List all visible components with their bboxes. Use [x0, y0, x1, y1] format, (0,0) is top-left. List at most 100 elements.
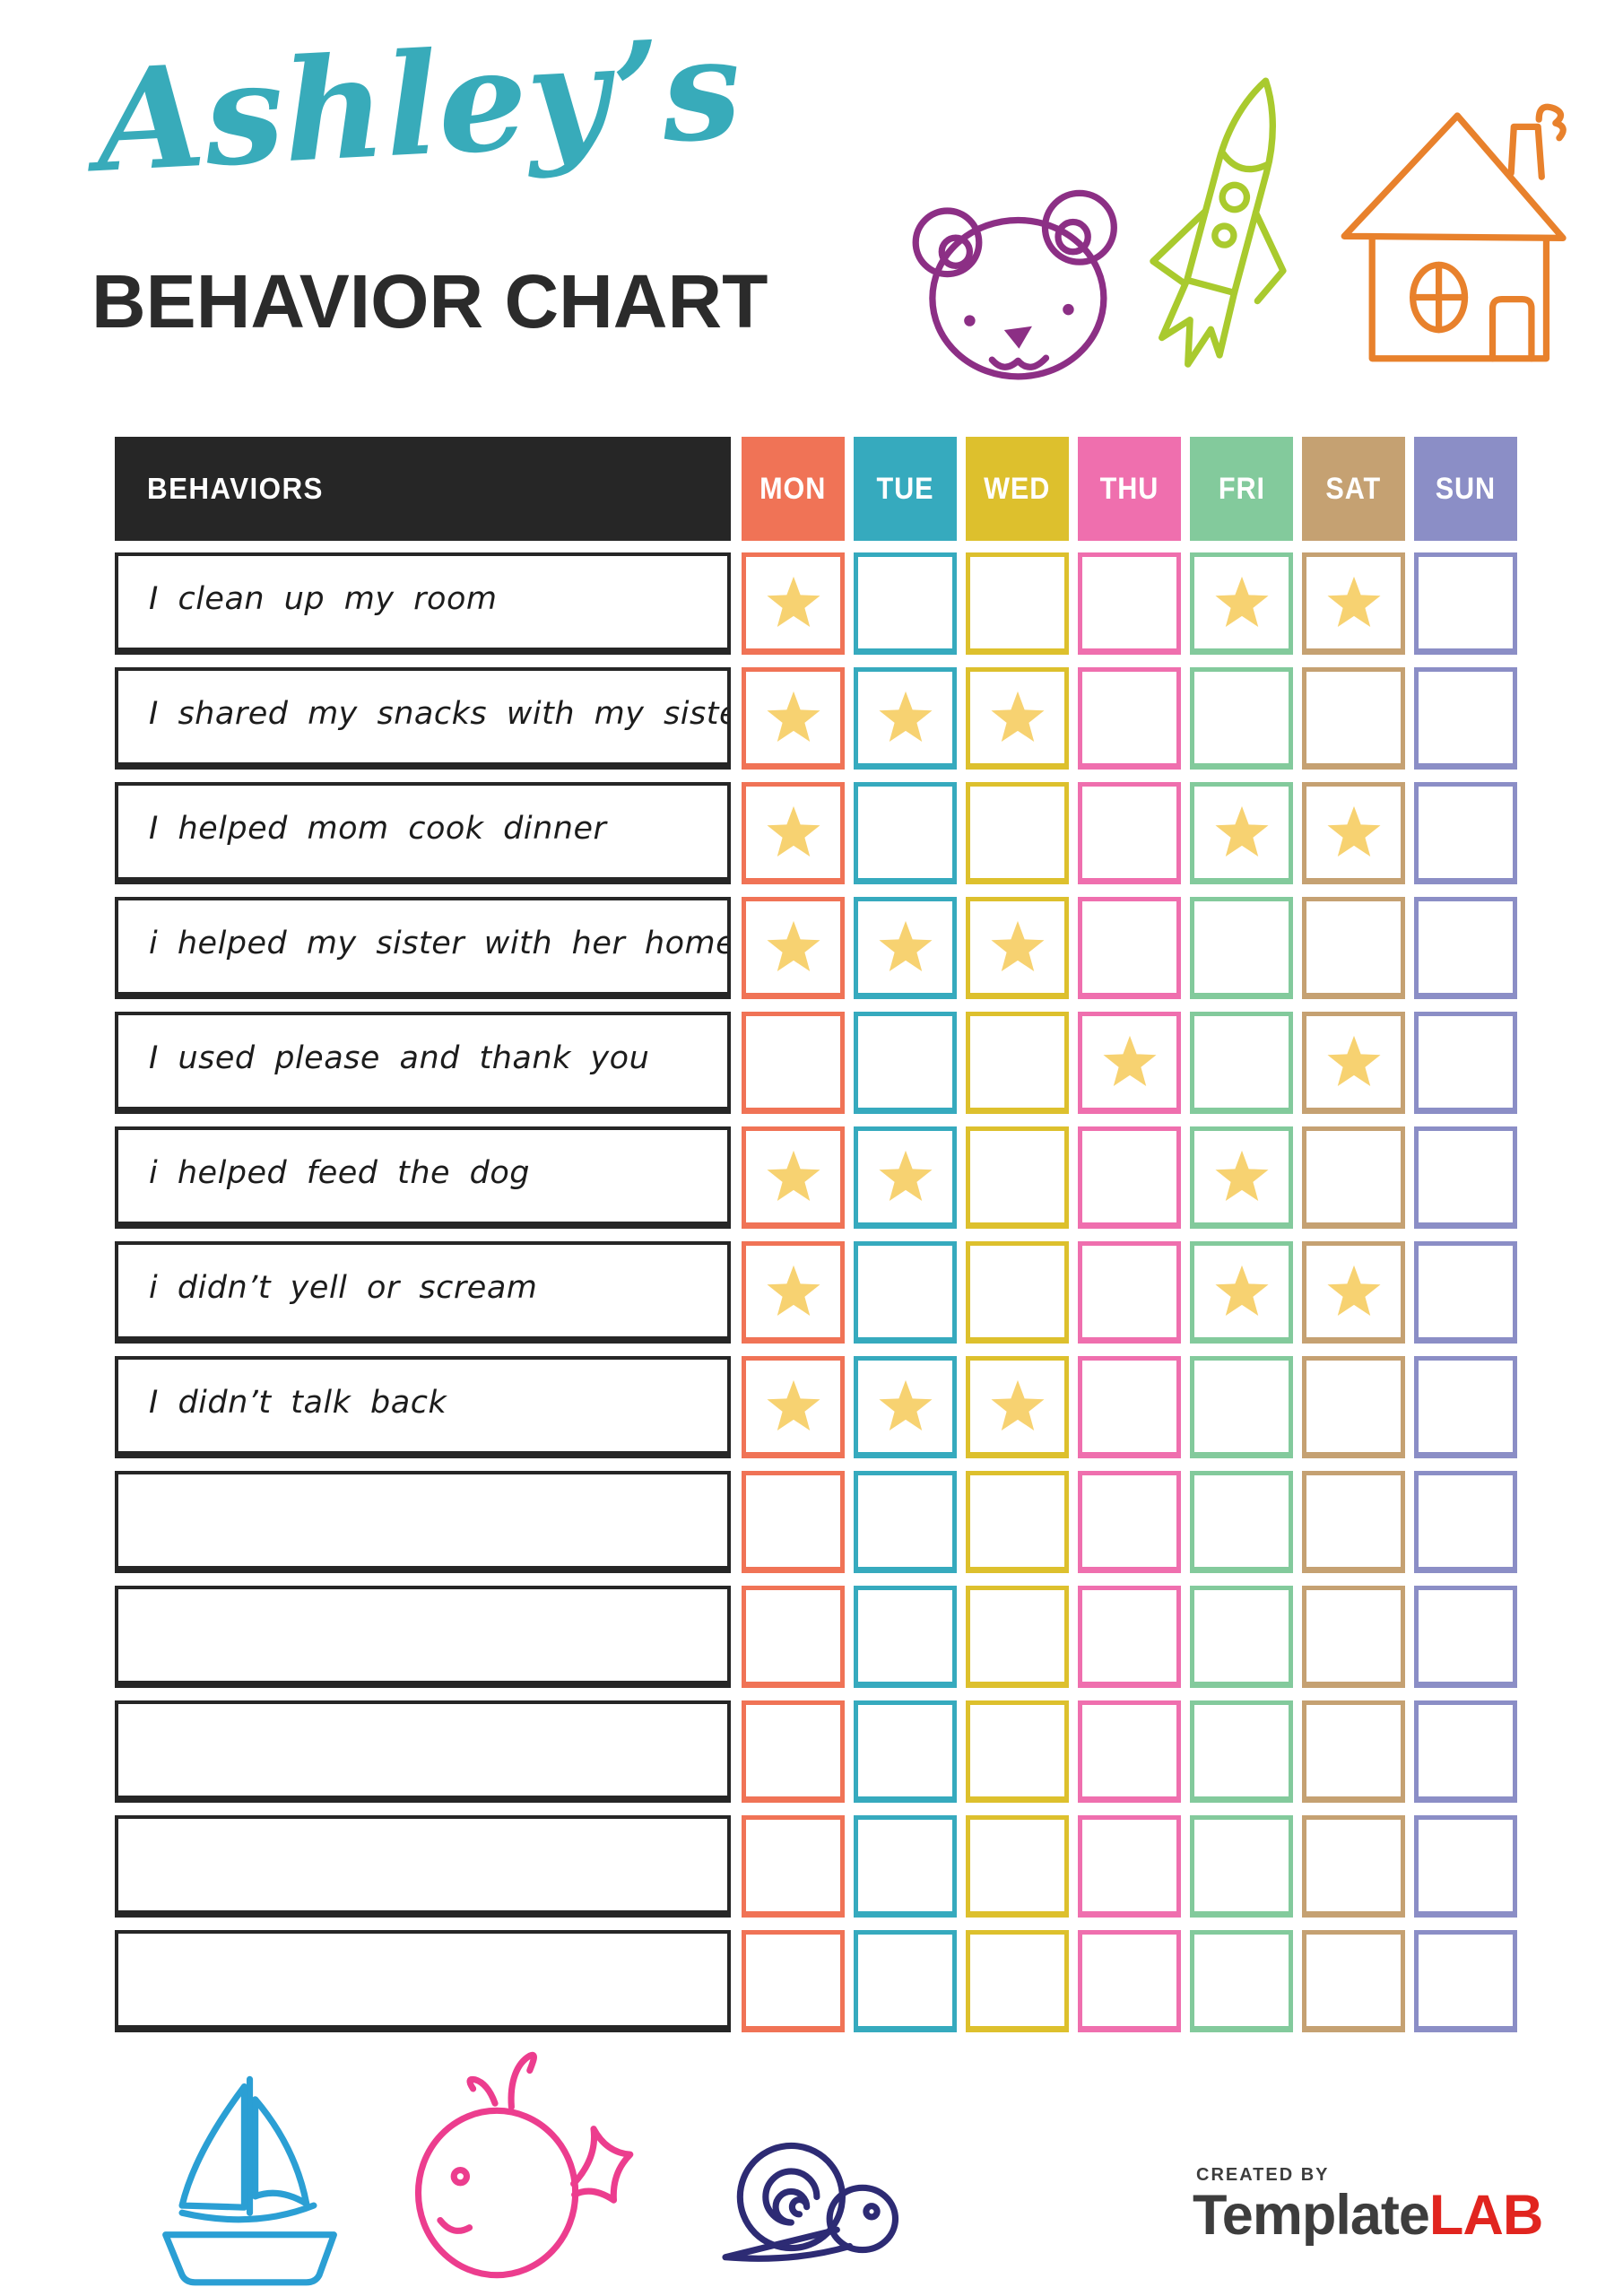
day-cell-sat[interactable] [1302, 1815, 1405, 1918]
day-cell-sat[interactable] [1302, 667, 1405, 770]
day-cell-mon[interactable] [742, 1241, 845, 1344]
day-cell-fri[interactable] [1190, 1012, 1293, 1114]
day-cell-wed[interactable] [966, 552, 1069, 655]
day-cell-tue[interactable] [854, 1471, 957, 1573]
day-cell-thu[interactable] [1078, 1241, 1181, 1344]
day-cell-sat[interactable] [1302, 1471, 1405, 1573]
day-cell-thu[interactable] [1078, 1930, 1181, 2032]
day-cell-mon[interactable] [742, 1471, 845, 1573]
day-cell-thu[interactable] [1078, 897, 1181, 999]
house-icon [1329, 88, 1571, 366]
day-cell-fri[interactable] [1190, 782, 1293, 884]
day-cell-mon[interactable] [742, 1700, 845, 1803]
day-cell-sat[interactable] [1302, 1930, 1405, 2032]
day-cell-fri[interactable] [1190, 1586, 1293, 1688]
day-cell-thu[interactable] [1078, 667, 1181, 770]
day-cell-wed[interactable] [966, 782, 1069, 884]
day-cell-tue[interactable] [854, 1930, 957, 2032]
day-cell-sun[interactable] [1414, 552, 1517, 655]
day-cell-sat[interactable] [1302, 1700, 1405, 1803]
day-cell-mon[interactable] [742, 1815, 845, 1918]
day-cell-tue[interactable] [854, 1700, 957, 1803]
day-cell-fri[interactable] [1190, 1930, 1293, 2032]
day-cell-sun[interactable] [1414, 897, 1517, 999]
day-cell-thu[interactable] [1078, 782, 1181, 884]
child-name-script: Ashley’s [91, 5, 745, 204]
day-cell-thu[interactable] [1078, 1012, 1181, 1114]
day-cell-sat[interactable] [1302, 1012, 1405, 1114]
day-cell-tue[interactable] [854, 1126, 957, 1229]
day-cell-thu[interactable] [1078, 552, 1181, 655]
day-cell-sun[interactable] [1414, 1241, 1517, 1344]
day-cell-tue[interactable] [854, 1356, 957, 1458]
day-cell-thu[interactable] [1078, 1126, 1181, 1229]
day-cell-tue[interactable] [854, 1586, 957, 1688]
day-cell-thu[interactable] [1078, 1586, 1181, 1688]
day-cell-fri[interactable] [1190, 1241, 1293, 1344]
day-cell-tue[interactable] [854, 552, 957, 655]
day-cell-wed[interactable] [966, 1700, 1069, 1803]
star-icon [766, 1379, 820, 1431]
day-cell-fri[interactable] [1190, 1471, 1293, 1573]
day-cell-tue[interactable] [854, 782, 957, 884]
behavior-label [115, 1700, 731, 1803]
day-cell-wed[interactable] [966, 897, 1069, 999]
day-cell-wed[interactable] [966, 667, 1069, 770]
day-cell-wed[interactable] [966, 1126, 1069, 1229]
day-cell-sun[interactable] [1414, 1012, 1517, 1114]
day-cell-wed[interactable] [966, 1815, 1069, 1918]
day-cell-wed[interactable] [966, 1356, 1069, 1458]
day-cell-sat[interactable] [1302, 782, 1405, 884]
day-cell-fri[interactable] [1190, 1356, 1293, 1458]
day-cell-mon[interactable] [742, 667, 845, 770]
day-cell-thu[interactable] [1078, 1356, 1181, 1458]
day-cell-sat[interactable] [1302, 1126, 1405, 1229]
day-cell-thu[interactable] [1078, 1471, 1181, 1573]
rocket-icon [1132, 70, 1320, 390]
day-cell-fri[interactable] [1190, 667, 1293, 770]
day-cell-mon[interactable] [742, 552, 845, 655]
day-cell-sat[interactable] [1302, 1356, 1405, 1458]
day-cell-sun[interactable] [1414, 1930, 1517, 2032]
day-cell-mon[interactable] [742, 1126, 845, 1229]
day-cell-sun[interactable] [1414, 782, 1517, 884]
day-cell-fri[interactable] [1190, 1126, 1293, 1229]
day-cell-mon[interactable] [742, 782, 845, 884]
day-cell-sat[interactable] [1302, 552, 1405, 655]
day-cell-sun[interactable] [1414, 1356, 1517, 1458]
day-cell-mon[interactable] [742, 1930, 845, 2032]
day-cell-sun[interactable] [1414, 1126, 1517, 1229]
day-cell-sun[interactable] [1414, 1815, 1517, 1918]
day-cell-sat[interactable] [1302, 1241, 1405, 1344]
behavior-rows: I clean up my room I shared my snacks wit… [115, 552, 1523, 2032]
sailboat-icon [135, 2068, 363, 2288]
day-cell-thu[interactable] [1078, 1700, 1181, 1803]
day-cell-wed[interactable] [966, 1930, 1069, 2032]
day-cell-fri[interactable] [1190, 552, 1293, 655]
day-cell-tue[interactable] [854, 1012, 957, 1114]
day-cell-tue[interactable] [854, 1241, 957, 1344]
day-cell-thu[interactable] [1078, 1815, 1181, 1918]
day-cell-wed[interactable] [966, 1012, 1069, 1114]
day-cell-sat[interactable] [1302, 897, 1405, 999]
day-cell-mon[interactable] [742, 897, 845, 999]
day-cell-tue[interactable] [854, 897, 957, 999]
day-cell-wed[interactable] [966, 1471, 1069, 1573]
day-cell-sun[interactable] [1414, 1471, 1517, 1573]
day-cell-tue[interactable] [854, 667, 957, 770]
day-cell-wed[interactable] [966, 1586, 1069, 1688]
day-cell-fri[interactable] [1190, 1815, 1293, 1918]
day-cell-mon[interactable] [742, 1012, 845, 1114]
day-cell-wed[interactable] [966, 1241, 1069, 1344]
day-cell-sun[interactable] [1414, 1700, 1517, 1803]
day-cell-mon[interactable] [742, 1586, 845, 1688]
behavior-label [115, 1586, 731, 1688]
day-cell-sat[interactable] [1302, 1586, 1405, 1688]
day-cell-sun[interactable] [1414, 1586, 1517, 1688]
day-cell-fri[interactable] [1190, 897, 1293, 999]
day-cell-mon[interactable] [742, 1356, 845, 1458]
day-cell-tue[interactable] [854, 1815, 957, 1918]
day-cell-sun[interactable] [1414, 667, 1517, 770]
table-row [115, 1930, 1523, 2032]
day-cell-fri[interactable] [1190, 1700, 1293, 1803]
